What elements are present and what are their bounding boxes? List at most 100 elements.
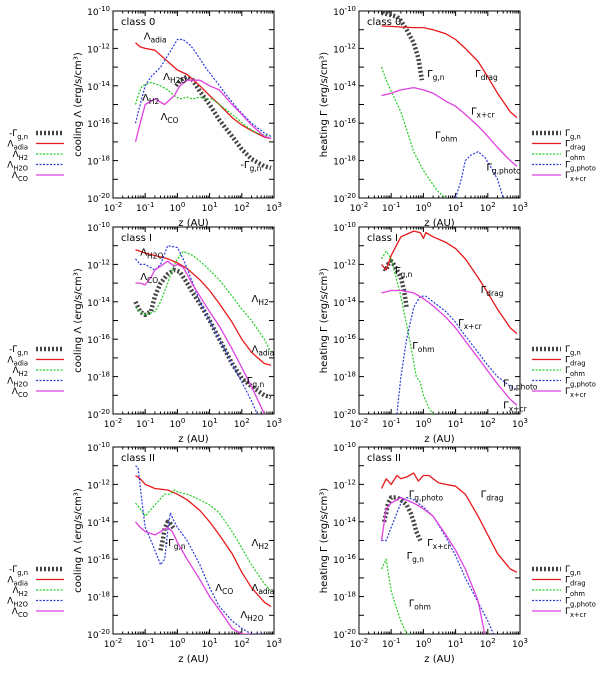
y-tick-label: 10-18 [87, 591, 110, 604]
annotation-label: Γg,n [407, 551, 425, 564]
annotation-label: ΛCO [161, 112, 179, 125]
y-tick-label: 10-20 [87, 192, 110, 205]
y-tick-label: 10-18 [87, 371, 110, 384]
series-line-adia [135, 249, 272, 366]
x-axis-label: z (AU) [178, 218, 208, 229]
legend-label: ΛH2O [7, 597, 28, 609]
legend-label: Γg,n [565, 565, 581, 577]
legend-label: ΛH2 [12, 150, 28, 162]
series-line-xcr [380, 496, 486, 634]
x-tick-label: 10-1 [136, 637, 154, 650]
series-line-h2 [135, 489, 272, 592]
series-group [134, 38, 272, 171]
legend-label: ΛH2O [7, 161, 28, 173]
x-axis-label: z (AU) [424, 654, 454, 665]
annotation-label: Γx+cr [503, 400, 527, 413]
x-tick-label: 103 [512, 201, 528, 214]
annotation-label: Γdrag [475, 69, 498, 82]
legend-label: -Γg,n [9, 345, 28, 357]
annotation-label: Γohm [435, 131, 457, 144]
x-tick-label: 100 [415, 417, 431, 430]
y-axis-label: cooling Λ (erg/s/cm³) [73, 268, 84, 373]
legend-label: ΛCO [12, 607, 28, 619]
legend-label: ΛH2O [7, 377, 28, 389]
series-line-h2o [135, 465, 265, 634]
annotation-label: -Γg,n [243, 376, 264, 389]
annotation-label: Λadia [251, 344, 274, 357]
series-line-drag [380, 472, 518, 573]
panel-heating-class-ii: 10-2 10-1 100 101 102 103 10-10 10-12 10-14 10-16… [319, 441, 596, 665]
y-axis-label: heating Γ (erg/s/cm³) [319, 268, 330, 373]
panel-title: class II [367, 453, 401, 464]
legend-label: Γdrag [565, 356, 586, 368]
series-line-h2 [134, 81, 270, 137]
x-tick-label: 103 [266, 637, 282, 650]
x-tick-label: 10-2 [350, 417, 368, 430]
panel-cooling-class-0: 10-2 10-1 100 101 102 103 10-10 10-12 10-14 10-16… [7, 5, 282, 229]
series-line-gn [380, 11, 425, 81]
series-line-ohm [380, 558, 411, 634]
x-tick-label: 103 [512, 417, 528, 430]
y-tick-label: 10-14 [333, 80, 356, 93]
legend-label: ΛH2 [12, 586, 28, 598]
legend-label: Γg,photo [565, 377, 596, 389]
legend-label: Λadia [7, 356, 28, 368]
y-tick-label: 10-16 [333, 117, 356, 130]
series-group [135, 465, 272, 634]
x-tick-label: 101 [202, 417, 218, 430]
legend-label: Γdrag [565, 576, 586, 588]
y-tick-label: 10-20 [87, 628, 110, 641]
y-tick-label: 10-16 [87, 333, 110, 346]
y-tick-label: 10-18 [333, 155, 356, 168]
series-group [380, 472, 518, 634]
x-tick-label: 100 [415, 201, 431, 214]
series-line-adia [135, 474, 272, 607]
x-tick-label: 101 [448, 417, 464, 430]
x-tick-label: 10-1 [382, 637, 400, 650]
x-tick-label: 101 [202, 201, 218, 214]
y-tick-label: 10-16 [333, 553, 356, 566]
y-tick-label: 10-14 [87, 80, 110, 93]
y-tick-label: 10-10 [87, 221, 110, 234]
y-axis-label: cooling Λ (erg/s/cm³) [73, 52, 84, 157]
legend-label: ΛH2 [12, 366, 28, 378]
x-tick-label: 102 [480, 637, 496, 650]
x-tick-label: 10-2 [350, 201, 368, 214]
annotation-label: ΛH2O [140, 247, 163, 260]
series-line-co [135, 260, 265, 414]
x-axis-label: z (AU) [178, 434, 208, 445]
annotation-label: ΛH2 [251, 294, 268, 307]
legend-label: Λadia [7, 140, 28, 152]
annotation-label: ΛH2 [251, 538, 268, 551]
legend-label: -Γg,n [9, 565, 28, 577]
legend-label: ΛCO [12, 171, 28, 183]
series-line-ohm [380, 66, 447, 198]
x-tick-label: 10-1 [382, 417, 400, 430]
series-line-photo [396, 295, 518, 414]
series-line-adia [135, 42, 272, 140]
annotation-label: Γg,photo [409, 489, 444, 502]
series-line-h2o [134, 38, 272, 137]
annotation-label: Λadia [144, 31, 167, 44]
x-tick-label: 100 [169, 417, 185, 430]
panel-cooling-class-ii: 10-2 10-1 100 101 102 103 10-10 10-12 10-14 10-16… [7, 441, 282, 665]
y-tick-label: 10-10 [333, 221, 356, 234]
annotation-label: Γx+cr [458, 318, 482, 331]
panel-title: class I [121, 233, 152, 244]
legend-label: Γdrag [565, 140, 586, 152]
annotation-label: Γg,n [395, 266, 413, 279]
panel-title: class II [121, 453, 155, 464]
y-tick-label: 10-14 [333, 296, 356, 309]
x-tick-label: 103 [512, 637, 528, 650]
annotation-label: Γx+cr [427, 538, 451, 551]
annotation-label: -Γg,n [165, 538, 186, 551]
x-tick-label: 10-1 [136, 417, 154, 430]
legend-label: Γg,n [565, 129, 581, 141]
y-tick-label: 10-12 [87, 478, 110, 491]
series-line-co [134, 79, 272, 143]
x-tick-label: 10-2 [104, 637, 122, 650]
x-tick-label: 10-2 [104, 417, 122, 430]
annotation-label: Γohm [412, 341, 434, 354]
x-tick-label: 102 [234, 201, 250, 214]
series-line-ohm [380, 250, 434, 414]
